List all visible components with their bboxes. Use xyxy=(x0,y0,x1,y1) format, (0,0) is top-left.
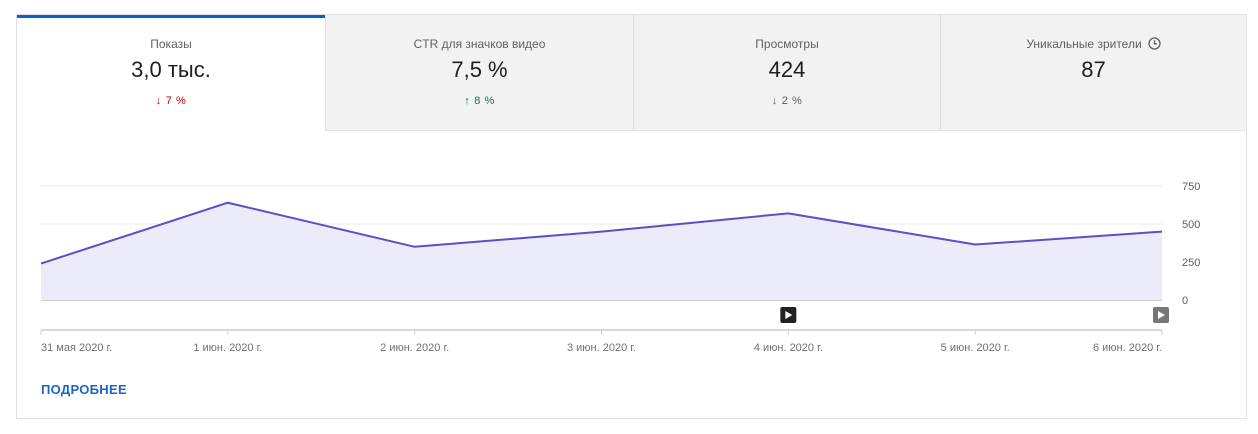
tab-value: 424 xyxy=(768,57,806,82)
clock-icon xyxy=(1148,37,1161,50)
y-tick-label: 0 xyxy=(1182,295,1188,307)
tab-change-value: 2 % xyxy=(781,95,803,107)
y-tick-label: 750 xyxy=(1182,181,1200,193)
tab-change: ↑ 8 % xyxy=(326,95,633,107)
series-area xyxy=(41,202,1162,300)
tab-title: Уникальные зрители xyxy=(941,37,1246,51)
metric-tabs: Показы 3,0 тыс. ↓ 7 % CTR для значков вид… xyxy=(17,15,1246,131)
tab-change-value: 7 % xyxy=(165,95,187,107)
views-chart: 750 500 250 0 31 мая 2020 г. 1 июн. 2020 г. 2 … xyxy=(40,181,1200,354)
arrow-up-icon: ↑ xyxy=(464,95,471,107)
play-icon[interactable] xyxy=(1153,307,1169,323)
x-tick-label: 6 июн. 2020 г. xyxy=(1093,342,1162,354)
tab-title: Показы xyxy=(150,37,192,51)
x-tick-label: 5 июн. 2020 г. xyxy=(941,342,1010,354)
x-tick-label: 2 июн. 2020 г. xyxy=(380,342,449,354)
tab-value: 87 xyxy=(1081,57,1106,82)
x-tick-label: 1 июн. 2020 г. xyxy=(193,342,262,354)
y-tick-label: 250 xyxy=(1182,257,1200,269)
tab-unique-viewers[interactable]: Уникальные зрители 87 xyxy=(940,15,1246,131)
more-link[interactable]: ПОДРОБНЕЕ xyxy=(41,382,127,397)
tab-change: ↓ 7 % xyxy=(17,95,325,107)
tab-title: CTR для значков видео xyxy=(413,37,546,51)
x-tick-label: 3 июн. 2020 г. xyxy=(567,342,636,354)
tab-change-value: 8 % xyxy=(474,95,495,107)
tab-views[interactable]: Просмотры 424 ↓ 2 % xyxy=(633,15,940,131)
tab-ctr[interactable]: CTR для значков видео 7,5 % ↑ 8 % xyxy=(325,15,633,131)
tab-impressions[interactable]: Показы 3,0 тыс. ↓ 7 % xyxy=(17,15,325,131)
play-icon[interactable] xyxy=(780,307,797,323)
analytics-card: Показы 3,0 тыс. ↓ 7 % CTR для значков вид… xyxy=(16,14,1247,419)
active-tab-indicator xyxy=(17,15,325,18)
x-tick-label: 31 мая 2020 г. xyxy=(41,342,112,354)
series-line xyxy=(40,201,1163,265)
arrow-down-icon: ↓ xyxy=(155,95,162,107)
tab-title: Просмотры xyxy=(755,37,819,51)
y-tick-label: 500 xyxy=(1182,219,1200,231)
x-tick-label: 4 июн. 2020 г. xyxy=(754,342,823,354)
tab-value: 3,0 тыс. xyxy=(131,57,211,82)
tab-title-text: Уникальные зрители xyxy=(1026,37,1142,51)
arrow-down-icon: ↓ xyxy=(771,95,778,107)
tab-value: 7,5 % xyxy=(451,57,508,82)
tab-change: ↓ 2 % xyxy=(634,95,940,107)
